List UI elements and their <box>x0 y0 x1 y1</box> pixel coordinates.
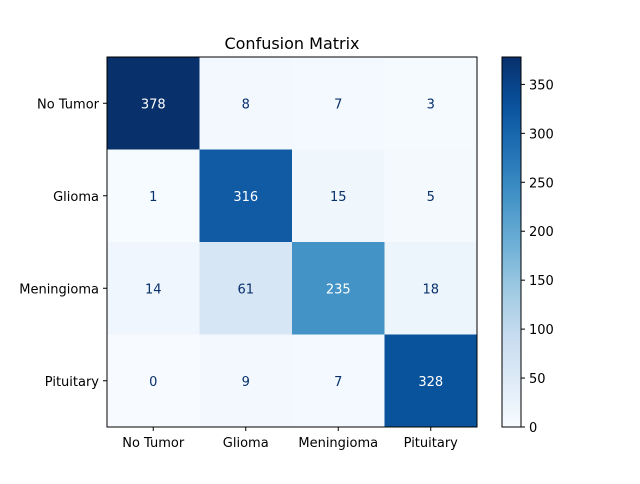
colorbar-axis: 0 50 100 150 200 250 300 350 <box>521 78 554 436</box>
heatmap-cell <box>199 57 293 150</box>
colorbar-tick-label: 150 <box>529 274 554 289</box>
cell-value-label: 15 <box>330 190 347 205</box>
cell-value-label: 8 <box>242 97 250 112</box>
y-tick-label: Glioma <box>53 190 99 205</box>
y-tick-label: No Tumor <box>37 97 100 112</box>
heatmap-cell <box>384 57 478 150</box>
plot-frame <box>106 56 478 428</box>
cell-value-label: 316 <box>233 190 258 205</box>
cell-value-label: 1 <box>149 190 157 205</box>
cell-value-label: 328 <box>418 375 443 390</box>
cell-value-label: 9 <box>242 375 250 390</box>
chart-title: Confusion Matrix <box>224 34 359 53</box>
colorbar <box>501 56 522 428</box>
heatmap-cell <box>384 334 478 428</box>
heatmap-cell <box>292 57 385 150</box>
x-tick-label: Pituitary <box>404 436 459 451</box>
heatmap-cell <box>107 334 200 428</box>
colorbar-tick-label: 300 <box>529 127 554 142</box>
heatmap-cell <box>292 334 385 428</box>
cell-value-label: 5 <box>427 190 435 205</box>
heatmap-cell <box>199 149 293 243</box>
cell-value-label: 3 <box>427 97 435 112</box>
heatmap-cell <box>199 334 293 428</box>
colorbar-tick-label: 100 <box>529 323 554 338</box>
heatmap-cell <box>107 57 200 150</box>
heatmap-cells <box>107 57 478 428</box>
colorbar-tick-label: 350 <box>529 78 554 93</box>
colorbar-tick-label: 200 <box>529 225 554 240</box>
heatmap-cell <box>107 149 200 243</box>
heatmap-cell <box>199 242 293 335</box>
heatmap-cell <box>292 149 385 243</box>
colorbar-tick-label: 50 <box>529 372 546 387</box>
heatmap-cell <box>292 242 385 335</box>
cell-value-label: 378 <box>141 97 166 112</box>
cell-value-label: 18 <box>422 282 439 297</box>
heatmap-cell <box>107 242 200 335</box>
cell-value-label: 7 <box>334 97 342 112</box>
heatmap-cell <box>384 242 478 335</box>
cell-value-label: 0 <box>149 375 157 390</box>
y-axis: No Tumor Glioma Meningioma Pituitary <box>19 97 107 390</box>
cell-value-label: 7 <box>334 375 342 390</box>
y-tick-label: Meningioma <box>19 282 99 297</box>
colorbar-tick-label: 250 <box>529 176 554 191</box>
x-axis: No Tumor Glioma Meningioma Pituitary <box>122 427 458 451</box>
x-tick-label: No Tumor <box>122 436 185 451</box>
cell-value-label: 61 <box>237 282 254 297</box>
cell-value-labels: 378 8 7 3 1 316 15 5 14 61 235 18 0 9 7 328 <box>141 97 443 390</box>
y-tick-label: Pituitary <box>45 375 100 390</box>
cell-value-label: 14 <box>145 282 162 297</box>
colorbar-tick-label: 0 <box>529 421 537 436</box>
x-tick-label: Glioma <box>223 436 269 451</box>
x-tick-label: Meningioma <box>298 436 378 451</box>
heatmap-cell <box>384 149 478 243</box>
cell-value-label: 235 <box>326 282 351 297</box>
